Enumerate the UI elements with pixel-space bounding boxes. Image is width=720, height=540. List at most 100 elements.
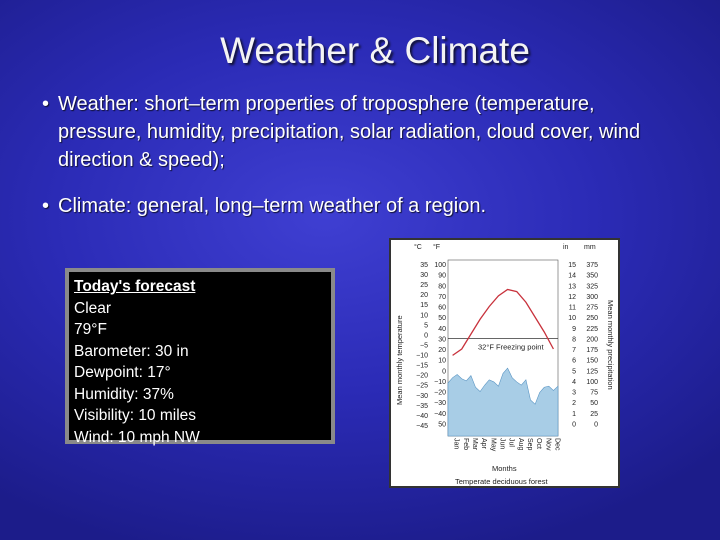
plot-area: 32°F Freezing point	[447, 259, 559, 437]
precipitation-area	[447, 367, 559, 437]
tick-labels: 35302520151050−5−10−15−20−25−30−35−40−45…	[416, 262, 598, 452]
chart-caption: Temperate deciduous forest	[455, 477, 548, 486]
fahrenheit-tick-label: 20	[438, 347, 446, 354]
mm-unit: mm	[584, 244, 596, 251]
fahrenheit-tick-label: 100	[434, 262, 446, 269]
mm-tick-label: 375	[586, 262, 598, 269]
celsius-tick-label: −30	[416, 393, 428, 400]
inch-tick-label: 6	[572, 358, 576, 365]
climate-bullet: • Climate: general, long–term weather of…	[42, 192, 682, 220]
month-tick-label: Aug	[517, 438, 524, 451]
fahrenheit-unit: °F	[433, 243, 440, 251]
celsius-tick-label: −40	[416, 413, 428, 420]
fahrenheit-tick-label: −10	[434, 379, 446, 386]
weather-bullet: • Weather: short–term properties of trop…	[42, 90, 682, 174]
inch-tick-label: 1	[572, 411, 576, 418]
bullet-marker: •	[42, 195, 50, 217]
right-axis-label: Mean monthly precipitation	[606, 300, 615, 390]
forecast-temperature: 79°F	[74, 321, 107, 338]
forecast-condition: Clear	[74, 299, 112, 317]
mm-tick-label: 300	[586, 294, 598, 301]
celsius-tick-label: 25	[420, 282, 428, 289]
fahrenheit-tick-label: 80	[438, 283, 446, 290]
month-tick-label: Nov	[544, 438, 551, 451]
x-axis-label: Months	[492, 464, 517, 473]
inch-tick-label: 0	[572, 421, 576, 428]
month-tick-label: Mar	[471, 438, 478, 451]
forecast-barometer: Barometer: 30 in	[74, 342, 189, 360]
mm-tick-label: 0	[594, 421, 598, 428]
forecast-wind: Wind: 10 mph NW	[74, 428, 200, 446]
fahrenheit-tick-label: −30	[434, 400, 446, 407]
inch-tick-label: 13	[568, 283, 576, 290]
fahrenheit-tick-label: 60	[438, 305, 446, 312]
mm-tick-label: 250	[586, 315, 598, 322]
mm-tick-label: 25	[590, 411, 598, 418]
forecast-humidity: Humidity: 37%	[74, 385, 174, 403]
inch-tick-label: 8	[572, 336, 576, 343]
fahrenheit-tick-label: 70	[438, 294, 446, 301]
inch-unit: in	[563, 244, 569, 251]
fahrenheit-tick-label: −40	[434, 411, 446, 418]
fahrenheit-tick-label: 10	[438, 358, 446, 365]
weather-term: Weather	[58, 93, 134, 115]
inch-tick-label: 11	[569, 305, 576, 312]
left-axis-label: Mean monthly temperature	[395, 315, 404, 405]
celsius-tick-label: 0	[424, 332, 428, 339]
month-tick-label: Feb	[462, 438, 469, 450]
fahrenheit-tick-label: −20	[434, 390, 446, 397]
month-tick-label: Apr	[480, 438, 487, 450]
weather-definition: Weather: short–term properties of tropos…	[42, 90, 682, 174]
mm-tick-label: 350	[586, 273, 598, 280]
celsius-tick-label: −20	[416, 373, 428, 380]
mm-tick-label: 50	[590, 400, 598, 407]
mm-tick-label: 100	[586, 379, 598, 386]
fahrenheit-tick-label: 90	[438, 273, 446, 280]
climate-definition: Climate: general, long–term weather of a…	[42, 192, 682, 220]
mm-tick-label: 275	[586, 305, 598, 312]
month-tick-label: Jun	[498, 438, 505, 449]
bullet-marker: •	[42, 93, 50, 115]
month-tick-label: Jan	[453, 438, 460, 449]
celsius-tick-label: −5	[420, 342, 428, 349]
forecast-panel: Today's forecast Clear 79°F Barometer: 3…	[65, 268, 335, 446]
mm-tick-label: 325	[586, 283, 598, 290]
celsius-tick-label: 5	[424, 322, 428, 329]
month-tick-label: Sep	[526, 438, 533, 451]
inch-tick-label: 7	[572, 347, 576, 354]
celsius-tick-label: −10	[416, 353, 428, 360]
fahrenheit-tick-label: 50	[438, 315, 446, 322]
month-tick-label: Jul	[508, 438, 515, 447]
climate-chart: °C °F in mm Mean monthly temperature Mea…	[389, 238, 620, 488]
fahrenheit-tick-label: 30	[438, 336, 446, 343]
inch-tick-label: 3	[572, 390, 576, 397]
climate-term: Climate	[58, 195, 126, 217]
celsius-tick-label: −25	[416, 383, 428, 390]
forecast-dewpoint: Dewpoint: 17°	[74, 364, 171, 381]
forecast-heading: Today's forecast	[74, 278, 196, 295]
mm-tick-label: 125	[586, 368, 598, 375]
inch-tick-label: 10	[568, 315, 576, 322]
inch-tick-label: 5	[572, 368, 576, 375]
inch-tick-label: 2	[572, 400, 576, 407]
climate-chart-svg: °C °F in mm Mean monthly temperature Mea…	[395, 243, 615, 486]
inch-tick-label: 14	[568, 273, 576, 280]
inch-tick-label: 9	[572, 326, 576, 333]
climate-description: : general, long–term weather of a region…	[125, 195, 487, 217]
mm-tick-label: 150	[586, 358, 598, 365]
temperature-curve	[452, 288, 554, 356]
mm-tick-label: 75	[590, 390, 598, 397]
mm-tick-label: 200	[586, 336, 598, 343]
celsius-tick-label: 30	[420, 272, 428, 279]
fahrenheit-tick-label: 40	[438, 326, 446, 333]
celsius-tick-label: −45	[416, 423, 428, 430]
fahrenheit-tick-label: 0	[442, 368, 446, 375]
celsius-tick-label: −15	[416, 363, 428, 370]
freezing-label: 32°F Freezing point	[478, 342, 544, 351]
mm-tick-label: 175	[586, 347, 598, 354]
weather-description: : short–term properties of troposphere (…	[58, 93, 641, 171]
slide-title: Weather & Climate	[220, 30, 530, 71]
inch-tick-label: 12	[568, 294, 576, 301]
celsius-tick-label: 15	[420, 302, 428, 309]
celsius-tick-label: 35	[420, 262, 428, 269]
